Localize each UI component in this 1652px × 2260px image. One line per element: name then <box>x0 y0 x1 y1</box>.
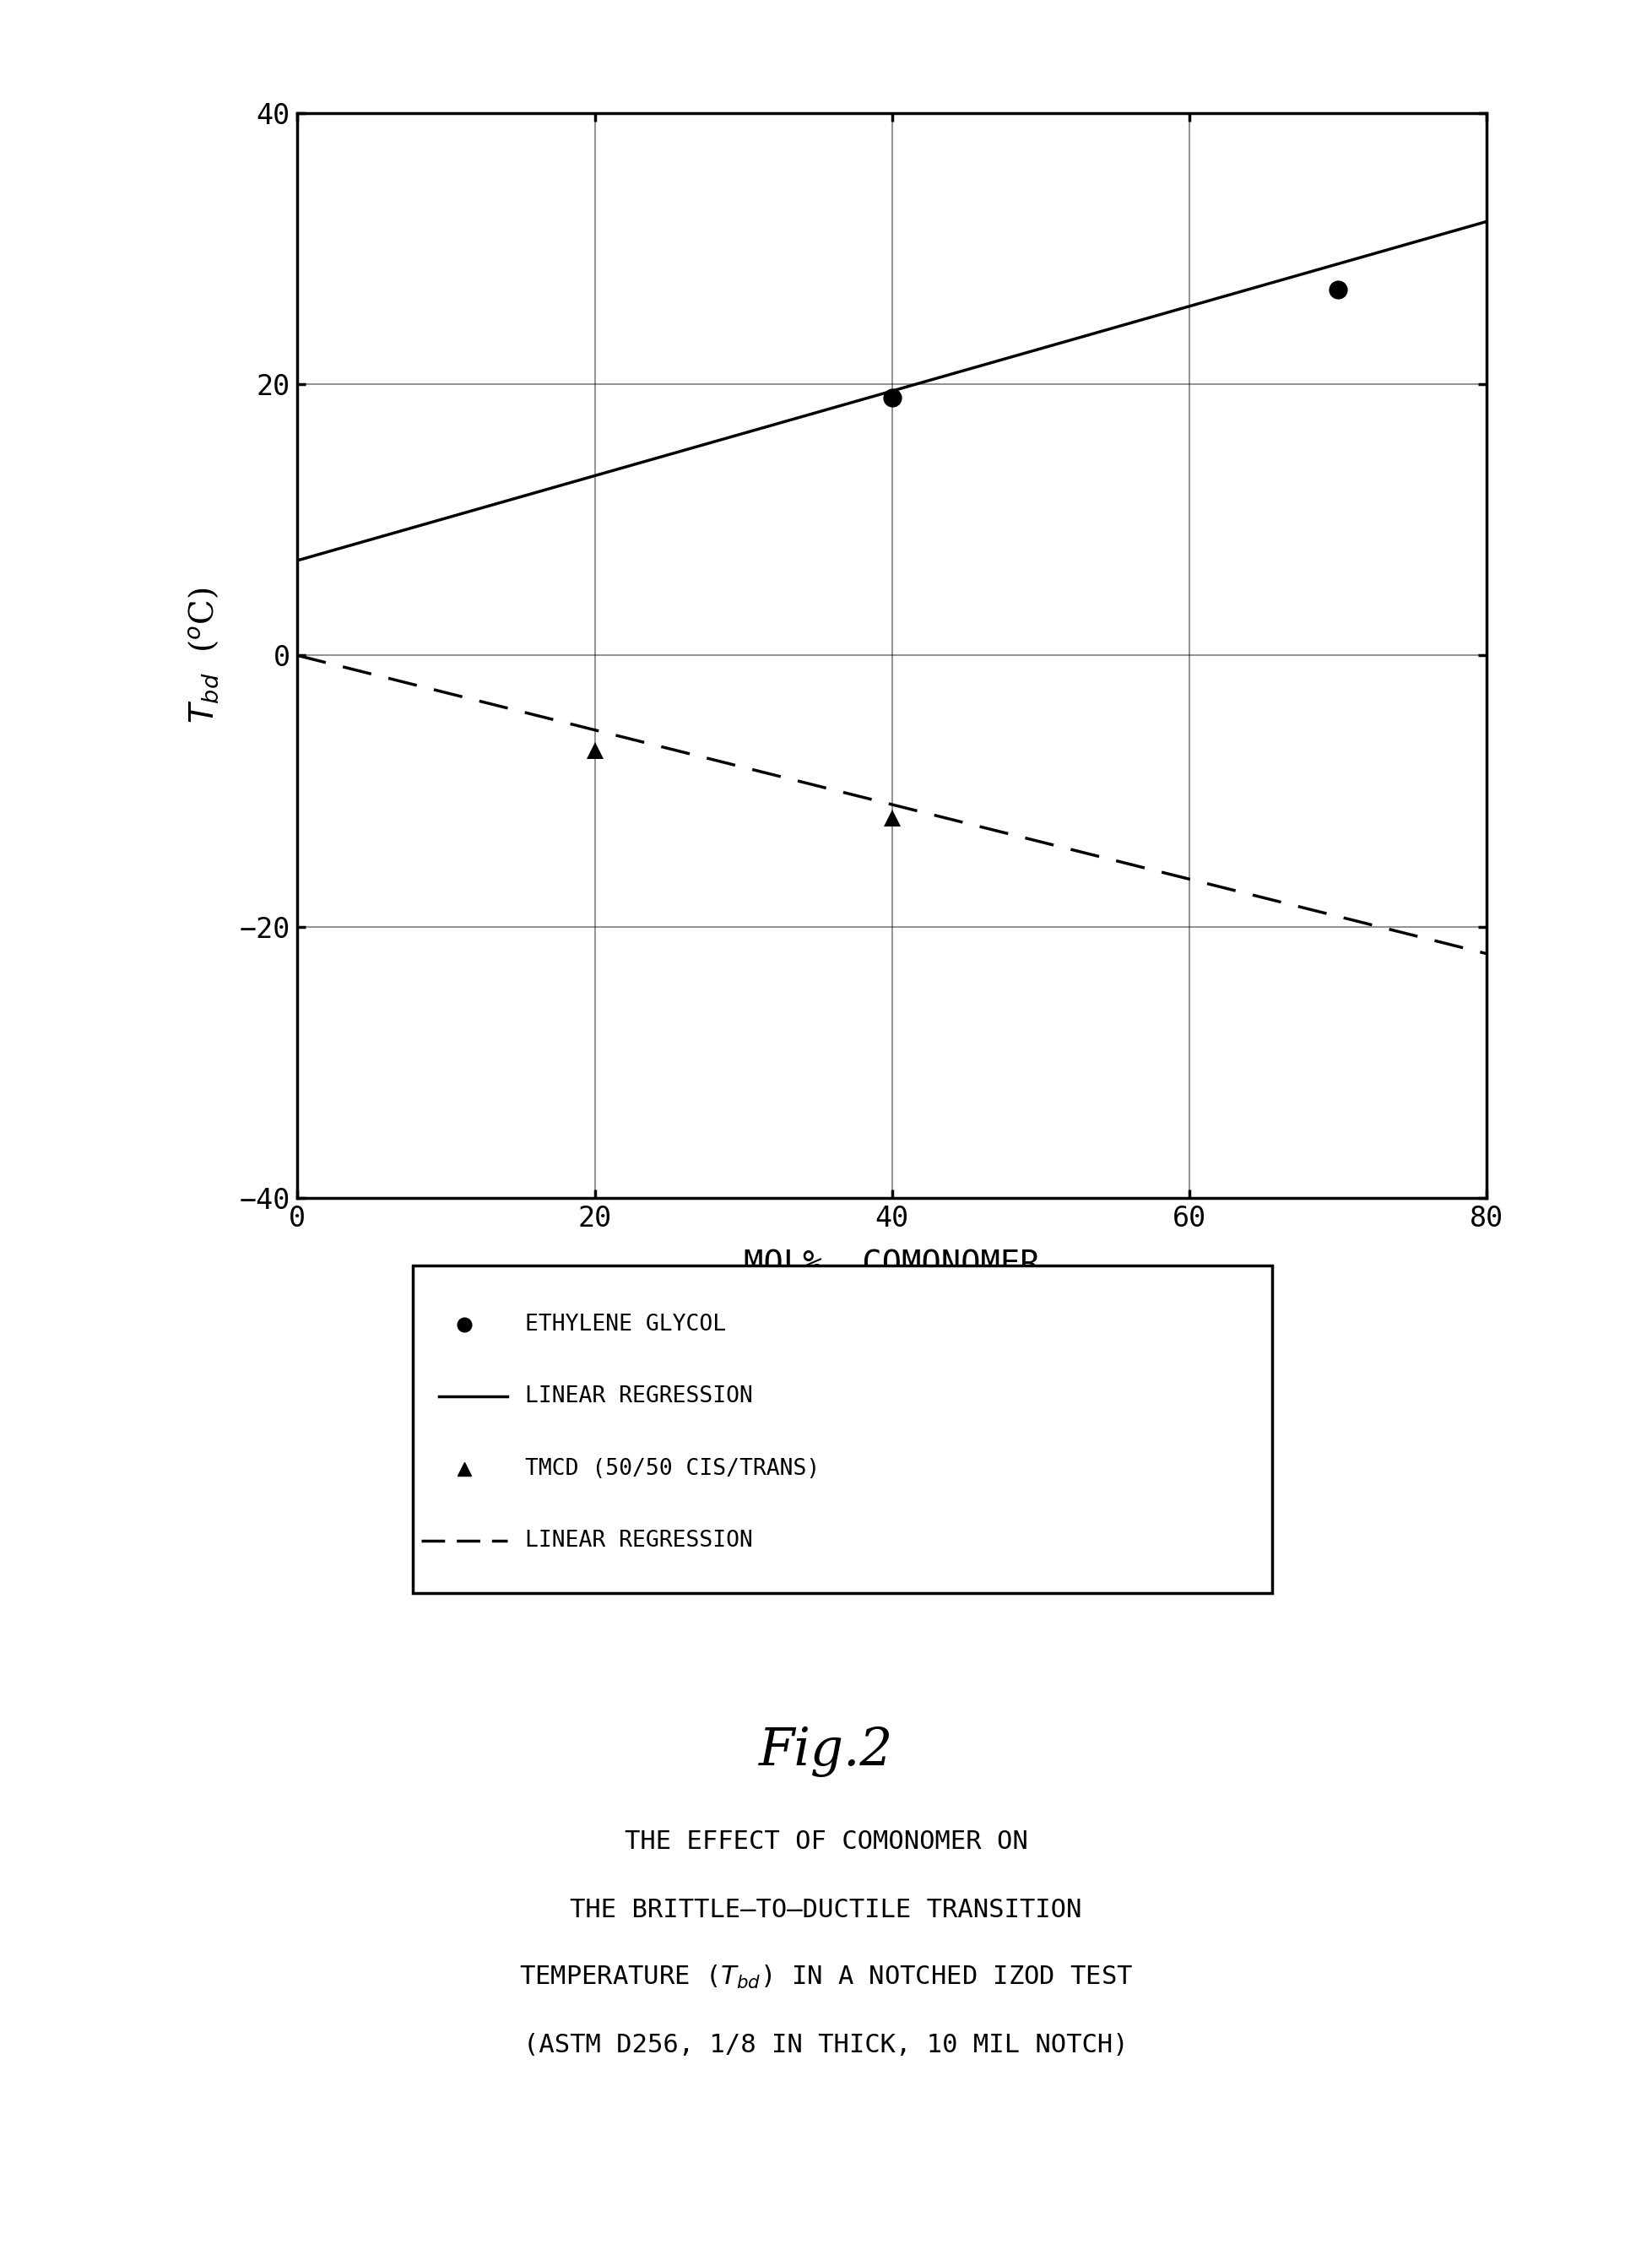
Text: (ASTM D256, 1/8 IN THICK, 10 MIL NOTCH): (ASTM D256, 1/8 IN THICK, 10 MIL NOTCH) <box>524 2034 1128 2057</box>
Text: TMCD (50/50 CIS/TRANS): TMCD (50/50 CIS/TRANS) <box>525 1458 819 1480</box>
Y-axis label: $T_{bd}$  ($^{o}$C): $T_{bd}$ ($^{o}$C) <box>187 588 221 723</box>
Text: THE BRITTLE–TO–DUCTILE TRANSITION: THE BRITTLE–TO–DUCTILE TRANSITION <box>570 1898 1082 1921</box>
Text: Fig.2: Fig.2 <box>758 1727 894 1776</box>
Text: TEMPERATURE ($T_{bd}$) IN A NOTCHED IZOD TEST: TEMPERATURE ($T_{bd}$) IN A NOTCHED IZOD… <box>519 1964 1133 1991</box>
Text: LINEAR REGRESSION: LINEAR REGRESSION <box>525 1385 753 1408</box>
Text: THE EFFECT OF COMONOMER ON: THE EFFECT OF COMONOMER ON <box>624 1831 1028 1853</box>
X-axis label: MOL%  COMONOMER: MOL% COMONOMER <box>743 1250 1041 1281</box>
Text: LINEAR REGRESSION: LINEAR REGRESSION <box>525 1530 753 1553</box>
Text: ETHYLENE GLYCOL: ETHYLENE GLYCOL <box>525 1313 725 1336</box>
